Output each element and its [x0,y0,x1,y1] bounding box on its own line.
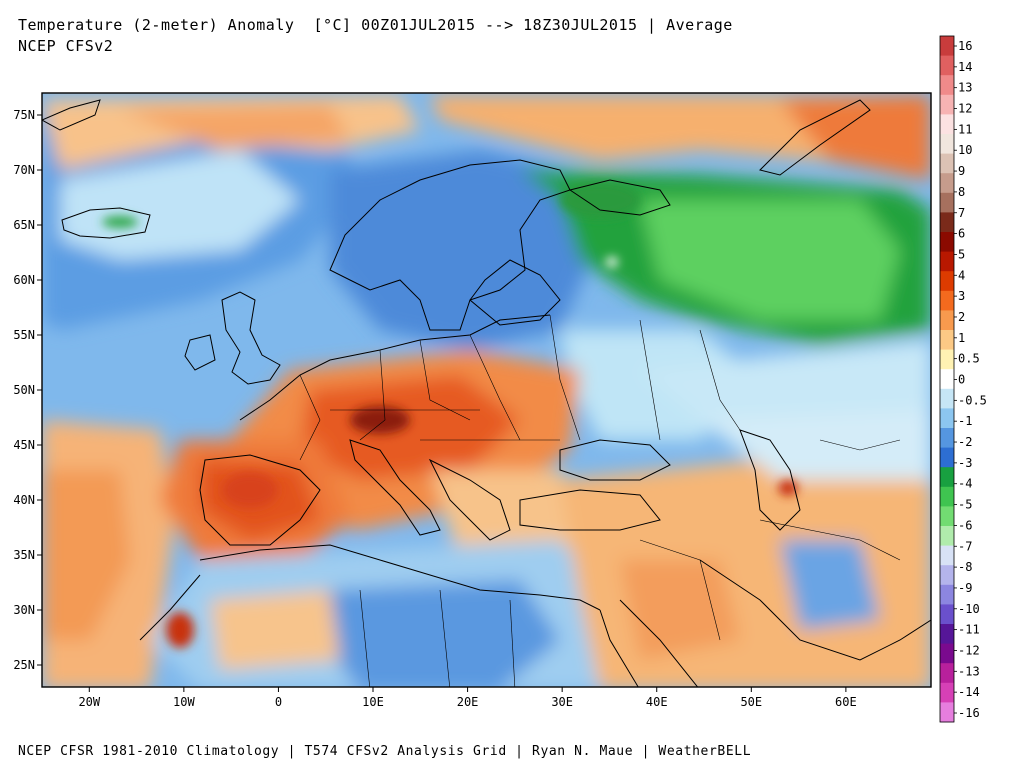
colorbar-swatch [940,604,954,625]
colorbar-swatch [940,447,954,468]
colorbar-swatch [940,486,954,507]
lon-tick-label: 20W [78,695,100,709]
colorbar-swatch [940,271,954,292]
colorbar-swatch [940,251,954,272]
lon-tick-label: 50E [740,695,762,709]
colorbar-label: 13 [958,81,972,95]
colorbar-label: -1 [958,414,972,428]
colorbar-swatch [940,565,954,586]
colorbar-swatch [940,36,954,56]
colorbar-swatch [940,212,954,233]
colorbar-label: -7 [958,539,972,553]
colorbar-label: 5 [958,247,965,261]
colorbar-swatch [940,388,954,409]
anomaly-map: 75N 70N 65N 60N 55N 50N 45N 40N 35N 30N 25N 20W 10W… [13,35,987,723]
lon-tick-label: 30E [551,695,573,709]
colorbar-label: -10 [958,602,980,616]
colorbar-label: -8 [958,560,972,574]
colorbar-swatch [940,702,954,723]
colorbar-label: 0.5 [958,352,980,366]
lat-tick-label: 75N [13,108,35,122]
colorbar: 16 14 13 12 11 10 9 8 7 6 5 4 3 2 1 0.5 0 -0.5 -1 -2 -3 -4 -5 -… [939,35,987,723]
colorbar-swatch [940,506,954,527]
colorbar-label: 1 [958,331,965,345]
longitude-axis: 20W 10W 0 10E 20E 30E 40E 50E 60E [78,687,857,709]
colorbar-label: 2 [958,310,965,324]
lon-tick-label: 60E [835,695,857,709]
lon-tick-label: 10E [362,695,384,709]
lon-tick-label: 10W [173,695,195,709]
colorbar-swatch [940,408,954,429]
lon-tick-label: 40E [646,695,668,709]
colorbar-label: -2 [958,435,972,449]
colorbar-swatch [940,584,954,605]
lat-tick-label: 55N [13,328,35,342]
colorbar-label: -13 [958,664,980,678]
lat-tick-label: 65N [13,218,35,232]
colorbar-label: 8 [958,185,965,199]
colorbar-label: -16 [958,706,980,720]
colorbar-label: -6 [958,518,972,532]
lat-tick-label: 25N [13,658,35,672]
lon-tick-label: 20E [457,695,479,709]
colorbar-frame [939,35,955,723]
colorbar-label: -3 [958,456,972,470]
colorbar-label: 12 [958,102,972,116]
colorbar-swatch [940,310,954,331]
colorbar-swatch [940,428,954,448]
footer-credit: NCEP CFSR 1981-2010 Climatology | T574 C… [18,744,752,759]
colorbar-swatch [940,232,954,252]
latitude-axis: 75N 70N 65N 60N 55N 50N 45N 40N 35N 30N 25N [13,108,42,672]
map-title: Temperature (2-meter) Anomaly [°C] 00Z01… [18,16,733,34]
lat-tick-label: 50N [13,383,35,397]
colorbar-label: 14 [958,60,972,74]
colorbar-label: -0.5 [958,393,987,407]
colorbar-label: -11 [958,623,980,637]
colorbar-swatch [940,134,954,154]
colorbar-label: 11 [958,122,972,136]
colorbar-label: -5 [958,498,972,512]
model-name: NCEP CFSv2 [18,37,114,55]
colorbar-label: 16 [958,39,972,53]
colorbar-swatch [940,643,954,664]
colorbar-swatch [940,94,954,115]
colorbar-label: 3 [958,289,965,303]
lat-tick-label: 30N [13,603,35,617]
colorbar-label: -12 [958,643,980,657]
anomaly-field [42,93,931,687]
colorbar-swatch [940,624,954,644]
lat-tick-label: 40N [13,493,35,507]
colorbar-swatch [940,349,954,370]
colorbar-label: -14 [958,685,980,699]
colorbar-label: 6 [958,227,965,241]
lat-tick-label: 45N [13,438,35,452]
colorbar-label: 0 [958,373,965,387]
lat-tick-label: 70N [13,163,35,177]
colorbar-label: 4 [958,268,965,282]
colorbar-swatch [940,153,954,174]
colorbar-swatch [940,545,954,566]
colorbar-swatch [940,173,954,194]
colorbar-swatch [940,663,954,684]
lat-tick-label: 35N [13,548,35,562]
colorbar-swatch [940,290,954,311]
colorbar-swatch [940,330,954,350]
colorbar-swatch [940,682,954,703]
lat-tick-label: 60N [13,273,35,287]
colorbar-swatch [940,114,954,135]
colorbar-swatch [940,467,954,488]
colorbar-swatch [940,75,954,96]
colorbar-swatch [940,192,954,213]
colorbar-label: -9 [958,581,972,595]
colorbar-label: -4 [958,477,972,491]
colorbar-label: 9 [958,164,965,178]
colorbar-swatch [940,55,954,76]
lon-tick-label: 0 [275,695,282,709]
colorbar-swatch [940,369,954,390]
country-borders [299,314,901,687]
colorbar-label: 10 [958,143,972,157]
colorbar-swatch [940,526,954,546]
colorbar-label: 7 [958,206,965,220]
coastlines [42,99,931,687]
